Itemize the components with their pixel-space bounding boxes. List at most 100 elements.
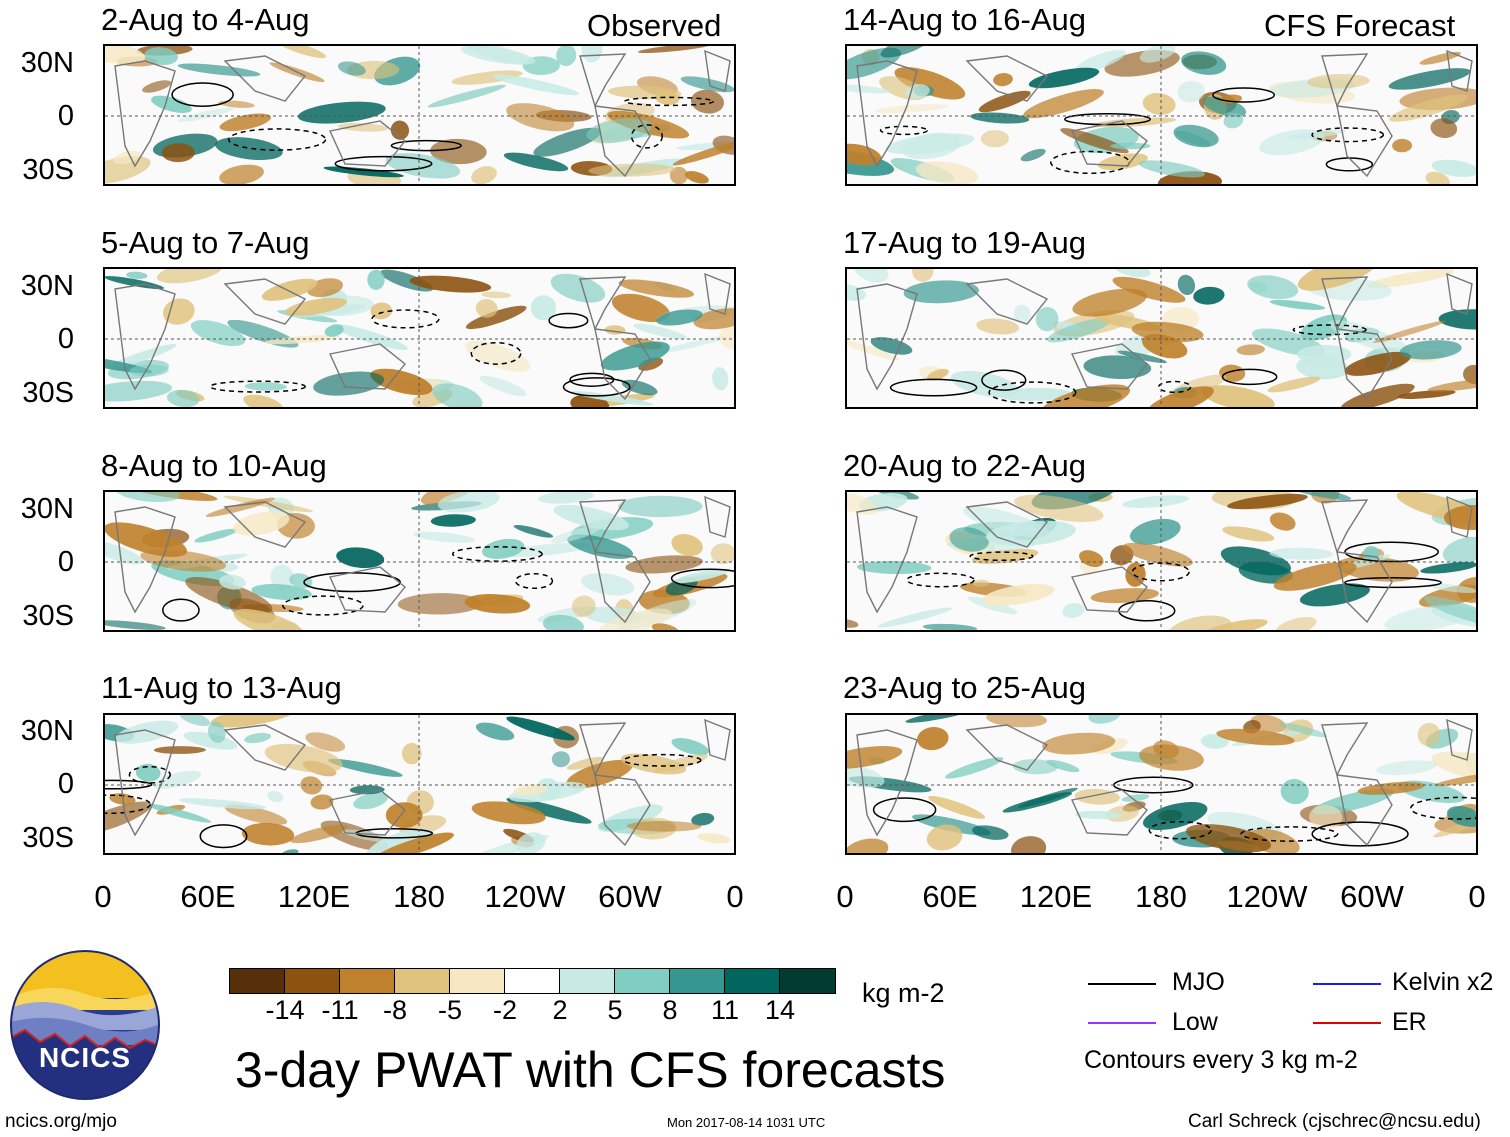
anomaly-blob: [875, 104, 949, 114]
mjo-contour: [889, 378, 978, 397]
anomaly-blob: [1131, 321, 1204, 343]
anomaly-blob: [146, 803, 212, 823]
mjo-contour: [1344, 577, 1442, 589]
colorbar-tick: 2: [552, 995, 568, 1025]
coastline: [1446, 272, 1473, 315]
anomaly-blob: [1075, 49, 1126, 73]
anomaly-blob: [691, 812, 715, 826]
colorbar-tick: 8: [662, 995, 678, 1025]
map-panel: [103, 490, 736, 632]
anomaly-blob: [986, 520, 1076, 547]
anomaly-blob: [538, 492, 594, 504]
coastline: [223, 278, 307, 325]
colorbar-swatch: [230, 969, 285, 993]
anomaly-blob: [152, 770, 202, 789]
anomaly-blob: [115, 492, 180, 503]
anomaly-blob: [233, 608, 306, 630]
anomaly-blob: [506, 103, 575, 132]
anomaly-blob: [1046, 759, 1080, 773]
coastline: [1321, 53, 1369, 108]
anomaly-blob: [1072, 288, 1147, 317]
anomaly-blob: [550, 526, 600, 544]
anomaly-blob: [894, 67, 966, 100]
anomaly-blob: [1177, 274, 1196, 296]
anomaly-blob: [697, 833, 731, 844]
anomaly-blob: [324, 324, 344, 337]
anomaly-blob: [1075, 810, 1123, 820]
ncics-logo: NCICS: [10, 950, 160, 1100]
anomaly-blob: [183, 731, 238, 750]
panel-title-observed-1: 2-Aug to 4-Aug: [101, 2, 310, 37]
coastline: [1446, 718, 1473, 761]
anomaly-blob: [567, 534, 634, 559]
mjo-contour: [1131, 562, 1190, 582]
anomaly-blob: [1434, 771, 1476, 787]
anomaly-blob: [264, 743, 343, 773]
anomaly-blob: [945, 757, 1004, 779]
anomaly-blob: [986, 715, 1047, 728]
lon-label: 180: [1135, 879, 1187, 914]
anomaly-blob: [597, 608, 672, 630]
mjo-contour: [562, 377, 631, 397]
anomaly-blob: [1297, 269, 1379, 291]
anomaly-blob: [1147, 386, 1214, 407]
anomaly-blob: [671, 534, 703, 556]
lat-label-30s: 30S: [22, 377, 74, 409]
anomaly-blob: [481, 291, 512, 299]
coastline: [1321, 722, 1369, 777]
anomaly-blob: [430, 138, 487, 165]
anomaly-blob: [873, 492, 920, 500]
anomaly-blob: [1110, 142, 1151, 150]
anomaly-blob: [1444, 504, 1476, 531]
anomaly-blob: [126, 271, 148, 279]
mjo-contour: [1148, 820, 1212, 840]
anomaly-blob: [1202, 619, 1268, 630]
anomaly-blob: [600, 341, 670, 371]
legend-note: Contours every 3 kg m-2: [1084, 1046, 1358, 1074]
panel-title-observed-2: 5-Aug to 7-Aug: [101, 225, 310, 260]
lon-label: 120W: [1226, 879, 1308, 914]
anomaly-blob: [1200, 734, 1229, 749]
anomaly-blob: [1424, 596, 1476, 627]
legend-line-mjo: [1088, 983, 1156, 985]
legend-line-low: [1088, 1022, 1156, 1024]
anomaly-blob: [241, 822, 295, 846]
coastline: [1070, 789, 1148, 836]
map-canvas: [105, 715, 734, 853]
anomaly-blob: [684, 171, 709, 184]
anomaly-blob: [1430, 118, 1458, 139]
anomaly-blob: [506, 716, 575, 741]
anomaly-blob: [210, 715, 300, 728]
logo-graphic: [10, 950, 160, 1100]
map-canvas: [847, 492, 1476, 630]
coastline: [594, 774, 651, 847]
colorbar-tick: -8: [382, 995, 408, 1025]
anomaly-blob: [153, 746, 206, 754]
anomaly-blob: [142, 80, 172, 93]
coastline: [1321, 276, 1369, 331]
anomaly-blob: [1035, 307, 1059, 332]
coastline: [856, 729, 918, 837]
anomaly-blob: [162, 298, 195, 325]
coastline: [114, 506, 176, 614]
anomaly-blob: [651, 623, 679, 630]
anomaly-blob: [332, 323, 408, 350]
coastline: [328, 789, 406, 836]
map-canvas: [105, 46, 734, 184]
coastline: [328, 120, 406, 167]
colorbar-swatch: [670, 969, 725, 993]
anomaly-blob: [1259, 129, 1325, 156]
mjo-contour: [514, 572, 554, 590]
lon-label: 120W: [484, 879, 566, 914]
anomaly-blob: [1419, 51, 1461, 65]
coastline: [594, 105, 651, 178]
lat-label-30n: 30N: [20, 493, 74, 525]
anomaly-blob: [1013, 304, 1031, 323]
anomaly-blob: [1269, 547, 1333, 560]
footer-url[interactable]: ncics.org/mjo: [5, 1111, 117, 1132]
anomaly-blob: [1203, 96, 1247, 117]
anomaly-blob: [905, 715, 976, 723]
anomaly-blob: [1275, 616, 1317, 630]
anomaly-blob: [690, 89, 725, 114]
anomaly-blob: [885, 133, 975, 155]
